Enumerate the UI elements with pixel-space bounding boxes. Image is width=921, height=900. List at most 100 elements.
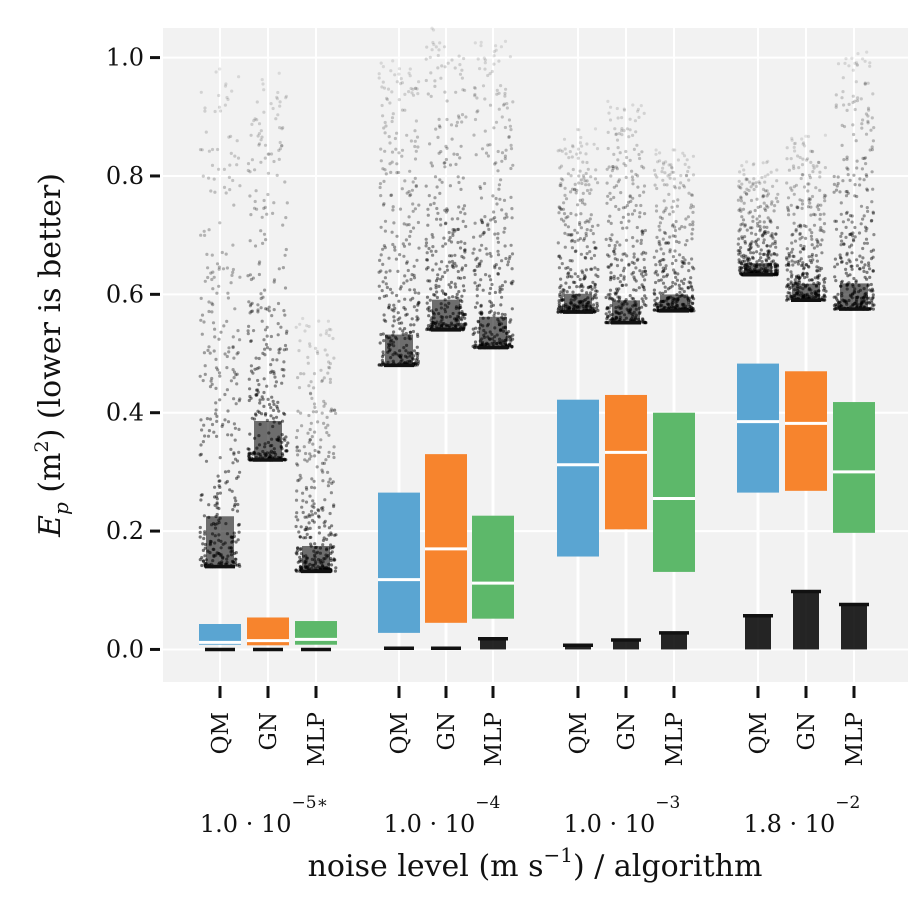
outlier-point — [509, 128, 513, 132]
outlier-point — [872, 126, 876, 130]
outlier-point — [262, 232, 267, 236]
outlier-point — [871, 92, 875, 96]
outlier-point — [223, 470, 228, 474]
outlier-point — [816, 274, 820, 278]
outlier-point — [279, 325, 283, 329]
outlier-point — [302, 372, 306, 376]
outlier-point — [753, 240, 758, 244]
outlier-point — [765, 225, 769, 229]
outlier-point — [452, 228, 457, 232]
outlier-point — [844, 190, 848, 194]
outlier-point — [762, 201, 766, 205]
outlier-point — [308, 344, 312, 348]
outlier-point — [580, 289, 584, 293]
outlier-point — [596, 223, 600, 227]
outlier-point — [412, 264, 416, 268]
outlier-point — [849, 264, 853, 268]
outlier-point — [377, 284, 381, 288]
outlier-point — [575, 152, 579, 156]
outlier-point — [482, 231, 486, 235]
outlier-point — [793, 141, 798, 145]
outlier-point — [261, 397, 265, 401]
x-tick-label: QM — [566, 712, 592, 754]
outlier-point — [496, 149, 500, 154]
outlier-point — [270, 395, 274, 399]
outlier-point — [383, 219, 388, 223]
outlier-point — [473, 340, 478, 344]
outlier-point — [405, 133, 409, 137]
outlier-point — [579, 252, 584, 256]
outlier-point — [238, 397, 242, 401]
outlier-point — [621, 206, 626, 210]
outlier-point — [246, 162, 251, 166]
outlier-point — [390, 230, 394, 234]
outlier-point — [214, 408, 218, 412]
outlier-point — [218, 374, 222, 378]
outlier-point — [480, 220, 484, 224]
outlier-point — [480, 243, 484, 247]
outlier-point — [739, 223, 743, 227]
outlier-point — [328, 377, 332, 381]
outlier-point — [624, 238, 629, 242]
outlier-point — [437, 284, 441, 288]
outlier-point — [812, 212, 816, 216]
outlier-point — [671, 280, 675, 285]
group-label-exponent: −4 — [475, 793, 500, 813]
outlier-point — [309, 454, 313, 458]
outlier-point — [249, 396, 253, 400]
outlier-point — [691, 220, 695, 224]
outlier-point — [839, 201, 843, 205]
outlier-point — [622, 266, 626, 270]
outlier-point — [207, 503, 211, 507]
outlier-point — [871, 307, 876, 311]
outlier-point — [395, 293, 399, 298]
outlier-point — [641, 250, 646, 254]
outlier-point — [785, 181, 789, 185]
outlier-point — [866, 121, 870, 125]
outlier-point — [737, 237, 741, 241]
outlier-point — [774, 232, 778, 236]
outlier-point — [820, 296, 824, 300]
outlier-point — [300, 424, 304, 428]
outlier-point — [800, 235, 804, 239]
outlier-point — [308, 535, 312, 540]
outlier-point — [742, 168, 746, 172]
outlier-point — [217, 105, 222, 109]
outlier-point — [383, 120, 387, 125]
outlier-point — [388, 287, 393, 291]
outlier-point — [324, 458, 328, 462]
outlier-point — [623, 205, 628, 209]
outlier-point — [400, 81, 404, 85]
outlier-point — [805, 157, 810, 161]
outlier-point — [652, 168, 657, 172]
outlier-point — [623, 252, 627, 256]
outlier-point — [301, 499, 305, 503]
outlier-point — [685, 158, 689, 162]
outlier-point — [792, 166, 796, 170]
outlier-point — [247, 455, 251, 459]
outlier-point — [484, 273, 488, 277]
outlier-point — [398, 253, 402, 257]
outlier-point — [258, 398, 262, 402]
outlier-point — [798, 237, 802, 241]
outlier-point — [402, 254, 406, 258]
outlier-point — [866, 209, 870, 213]
outlier-point — [257, 366, 261, 370]
outlier-point — [607, 165, 611, 169]
outlier-point — [786, 209, 791, 213]
outlier-point — [493, 162, 497, 166]
outlier-point — [263, 353, 267, 357]
outlier-point — [840, 143, 844, 147]
outlier-point — [663, 171, 667, 175]
outlier-point — [454, 124, 459, 128]
outlier-point — [564, 152, 568, 156]
outlier-point — [295, 429, 300, 433]
outlier-point — [416, 220, 420, 225]
outlier-point — [812, 166, 816, 170]
outlier-point — [592, 240, 596, 244]
outlier-point — [864, 229, 868, 233]
outlier-point — [618, 151, 622, 155]
outlier-point — [691, 210, 695, 214]
outlier-point — [251, 371, 255, 375]
outlier-point — [400, 321, 404, 325]
